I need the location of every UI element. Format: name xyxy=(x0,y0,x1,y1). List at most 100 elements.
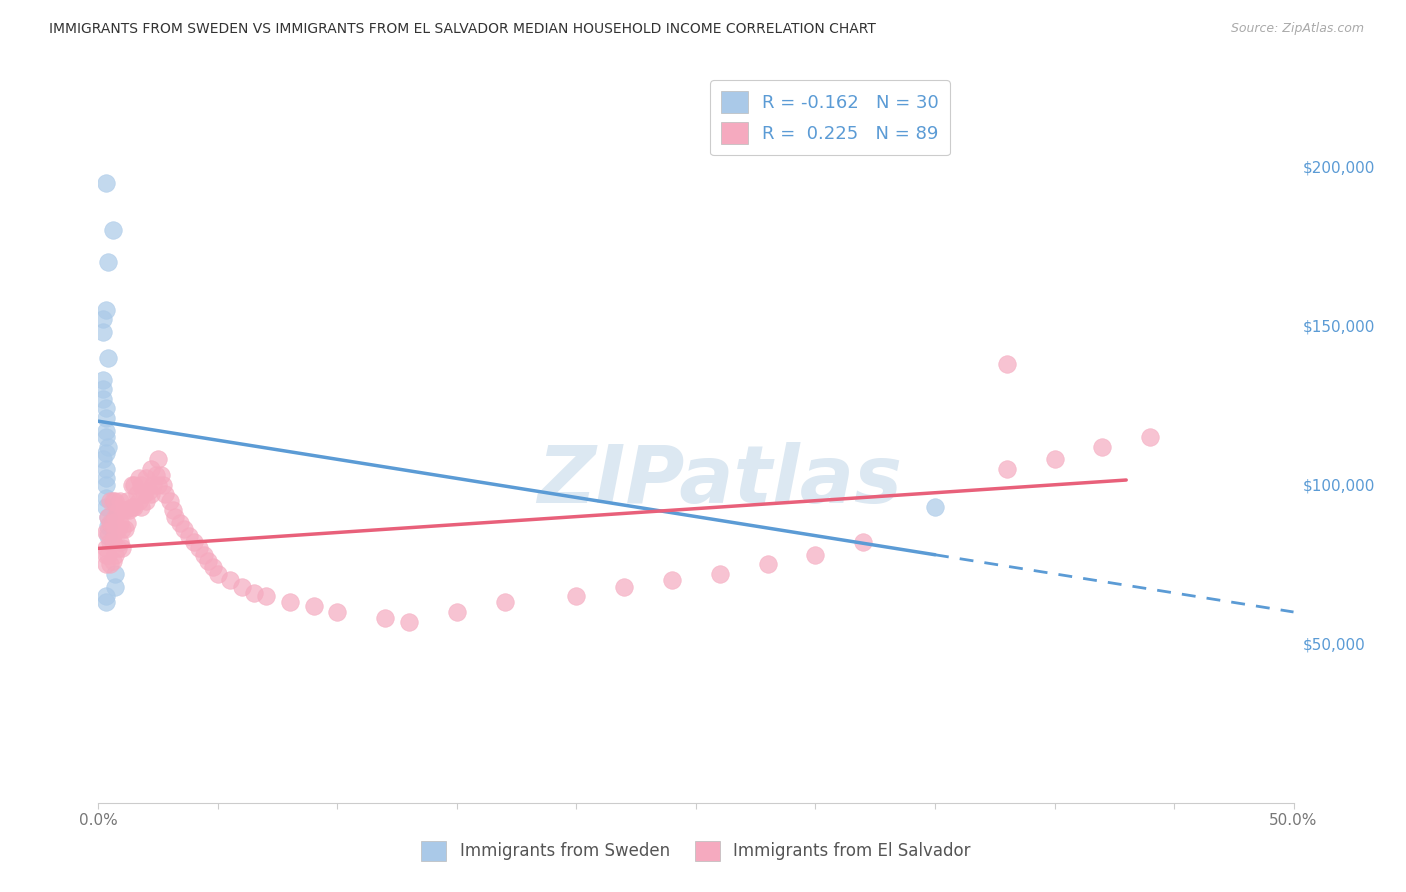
Point xyxy=(94,401,117,416)
Point xyxy=(98,535,122,549)
Point xyxy=(131,500,153,514)
Point xyxy=(101,493,124,508)
Point xyxy=(169,516,191,530)
Point xyxy=(924,500,946,514)
Point xyxy=(94,411,117,425)
Point xyxy=(121,477,143,491)
Point xyxy=(98,558,122,572)
Point xyxy=(97,351,120,365)
Point xyxy=(661,573,683,587)
Point xyxy=(91,452,114,467)
Point xyxy=(107,541,129,556)
Point xyxy=(152,477,174,491)
Point xyxy=(243,586,266,600)
Point xyxy=(94,477,117,491)
Point xyxy=(115,493,138,508)
Point xyxy=(446,605,468,619)
Point xyxy=(91,392,114,406)
Point xyxy=(125,487,148,501)
Point xyxy=(94,176,117,190)
Point xyxy=(94,589,117,603)
Point xyxy=(149,468,172,483)
Point xyxy=(202,560,225,574)
Point xyxy=(148,477,170,491)
Point xyxy=(193,548,215,562)
Point xyxy=(128,471,150,485)
Point xyxy=(97,548,120,562)
Point xyxy=(254,589,277,603)
Point xyxy=(107,503,129,517)
Point xyxy=(111,503,134,517)
Point xyxy=(995,462,1018,476)
Point xyxy=(97,529,120,543)
Point xyxy=(494,595,516,609)
Point xyxy=(94,462,117,476)
Point xyxy=(139,487,162,501)
Point xyxy=(94,525,117,540)
Point xyxy=(94,491,117,505)
Point xyxy=(709,566,731,581)
Point xyxy=(91,383,114,397)
Point xyxy=(145,468,167,483)
Point xyxy=(94,500,117,514)
Point xyxy=(94,424,117,438)
Point xyxy=(135,493,157,508)
Point xyxy=(804,548,827,562)
Point xyxy=(179,529,201,543)
Point xyxy=(128,493,150,508)
Point xyxy=(565,589,588,603)
Point xyxy=(1043,452,1066,467)
Point xyxy=(852,535,875,549)
Point xyxy=(115,516,138,530)
Point xyxy=(326,605,349,619)
Point xyxy=(132,487,155,501)
Point xyxy=(302,599,325,613)
Point xyxy=(131,477,153,491)
Point xyxy=(111,522,134,536)
Point xyxy=(139,462,162,476)
Text: Source: ZipAtlas.com: Source: ZipAtlas.com xyxy=(1230,22,1364,36)
Point xyxy=(97,525,120,540)
Text: IMMIGRANTS FROM SWEDEN VS IMMIGRANTS FROM EL SALVADOR MEDIAN HOUSEHOLD INCOME CO: IMMIGRANTS FROM SWEDEN VS IMMIGRANTS FRO… xyxy=(49,22,876,37)
Point xyxy=(756,558,779,572)
Point xyxy=(107,522,129,536)
Point xyxy=(187,541,209,556)
Point xyxy=(124,477,146,491)
Point xyxy=(108,516,131,530)
Point xyxy=(374,611,396,625)
Point xyxy=(148,452,170,467)
Point xyxy=(94,541,117,556)
Point xyxy=(101,516,124,530)
Point xyxy=(111,541,134,556)
Point xyxy=(104,493,127,508)
Point xyxy=(94,430,117,444)
Point xyxy=(142,477,165,491)
Point xyxy=(613,580,636,594)
Point xyxy=(97,519,120,533)
Point xyxy=(114,503,136,517)
Point xyxy=(97,255,120,269)
Point xyxy=(94,595,117,609)
Point xyxy=(1139,430,1161,444)
Point xyxy=(398,615,420,629)
Point xyxy=(121,500,143,514)
Point xyxy=(159,493,181,508)
Point xyxy=(197,554,219,568)
Point xyxy=(207,566,229,581)
Point xyxy=(98,493,122,508)
Point xyxy=(173,522,195,536)
Point xyxy=(183,535,205,549)
Point xyxy=(135,471,157,485)
Point xyxy=(98,516,122,530)
Point xyxy=(94,548,117,562)
Point xyxy=(94,471,117,485)
Point xyxy=(101,223,124,237)
Point xyxy=(995,357,1018,371)
Point xyxy=(118,503,141,517)
Text: ZIPatlas: ZIPatlas xyxy=(537,442,903,520)
Legend: Immigrants from Sweden, Immigrants from El Salvador: Immigrants from Sweden, Immigrants from … xyxy=(415,834,977,868)
Point xyxy=(162,503,184,517)
Point xyxy=(104,525,127,540)
Point xyxy=(124,500,146,514)
Point xyxy=(94,558,117,572)
